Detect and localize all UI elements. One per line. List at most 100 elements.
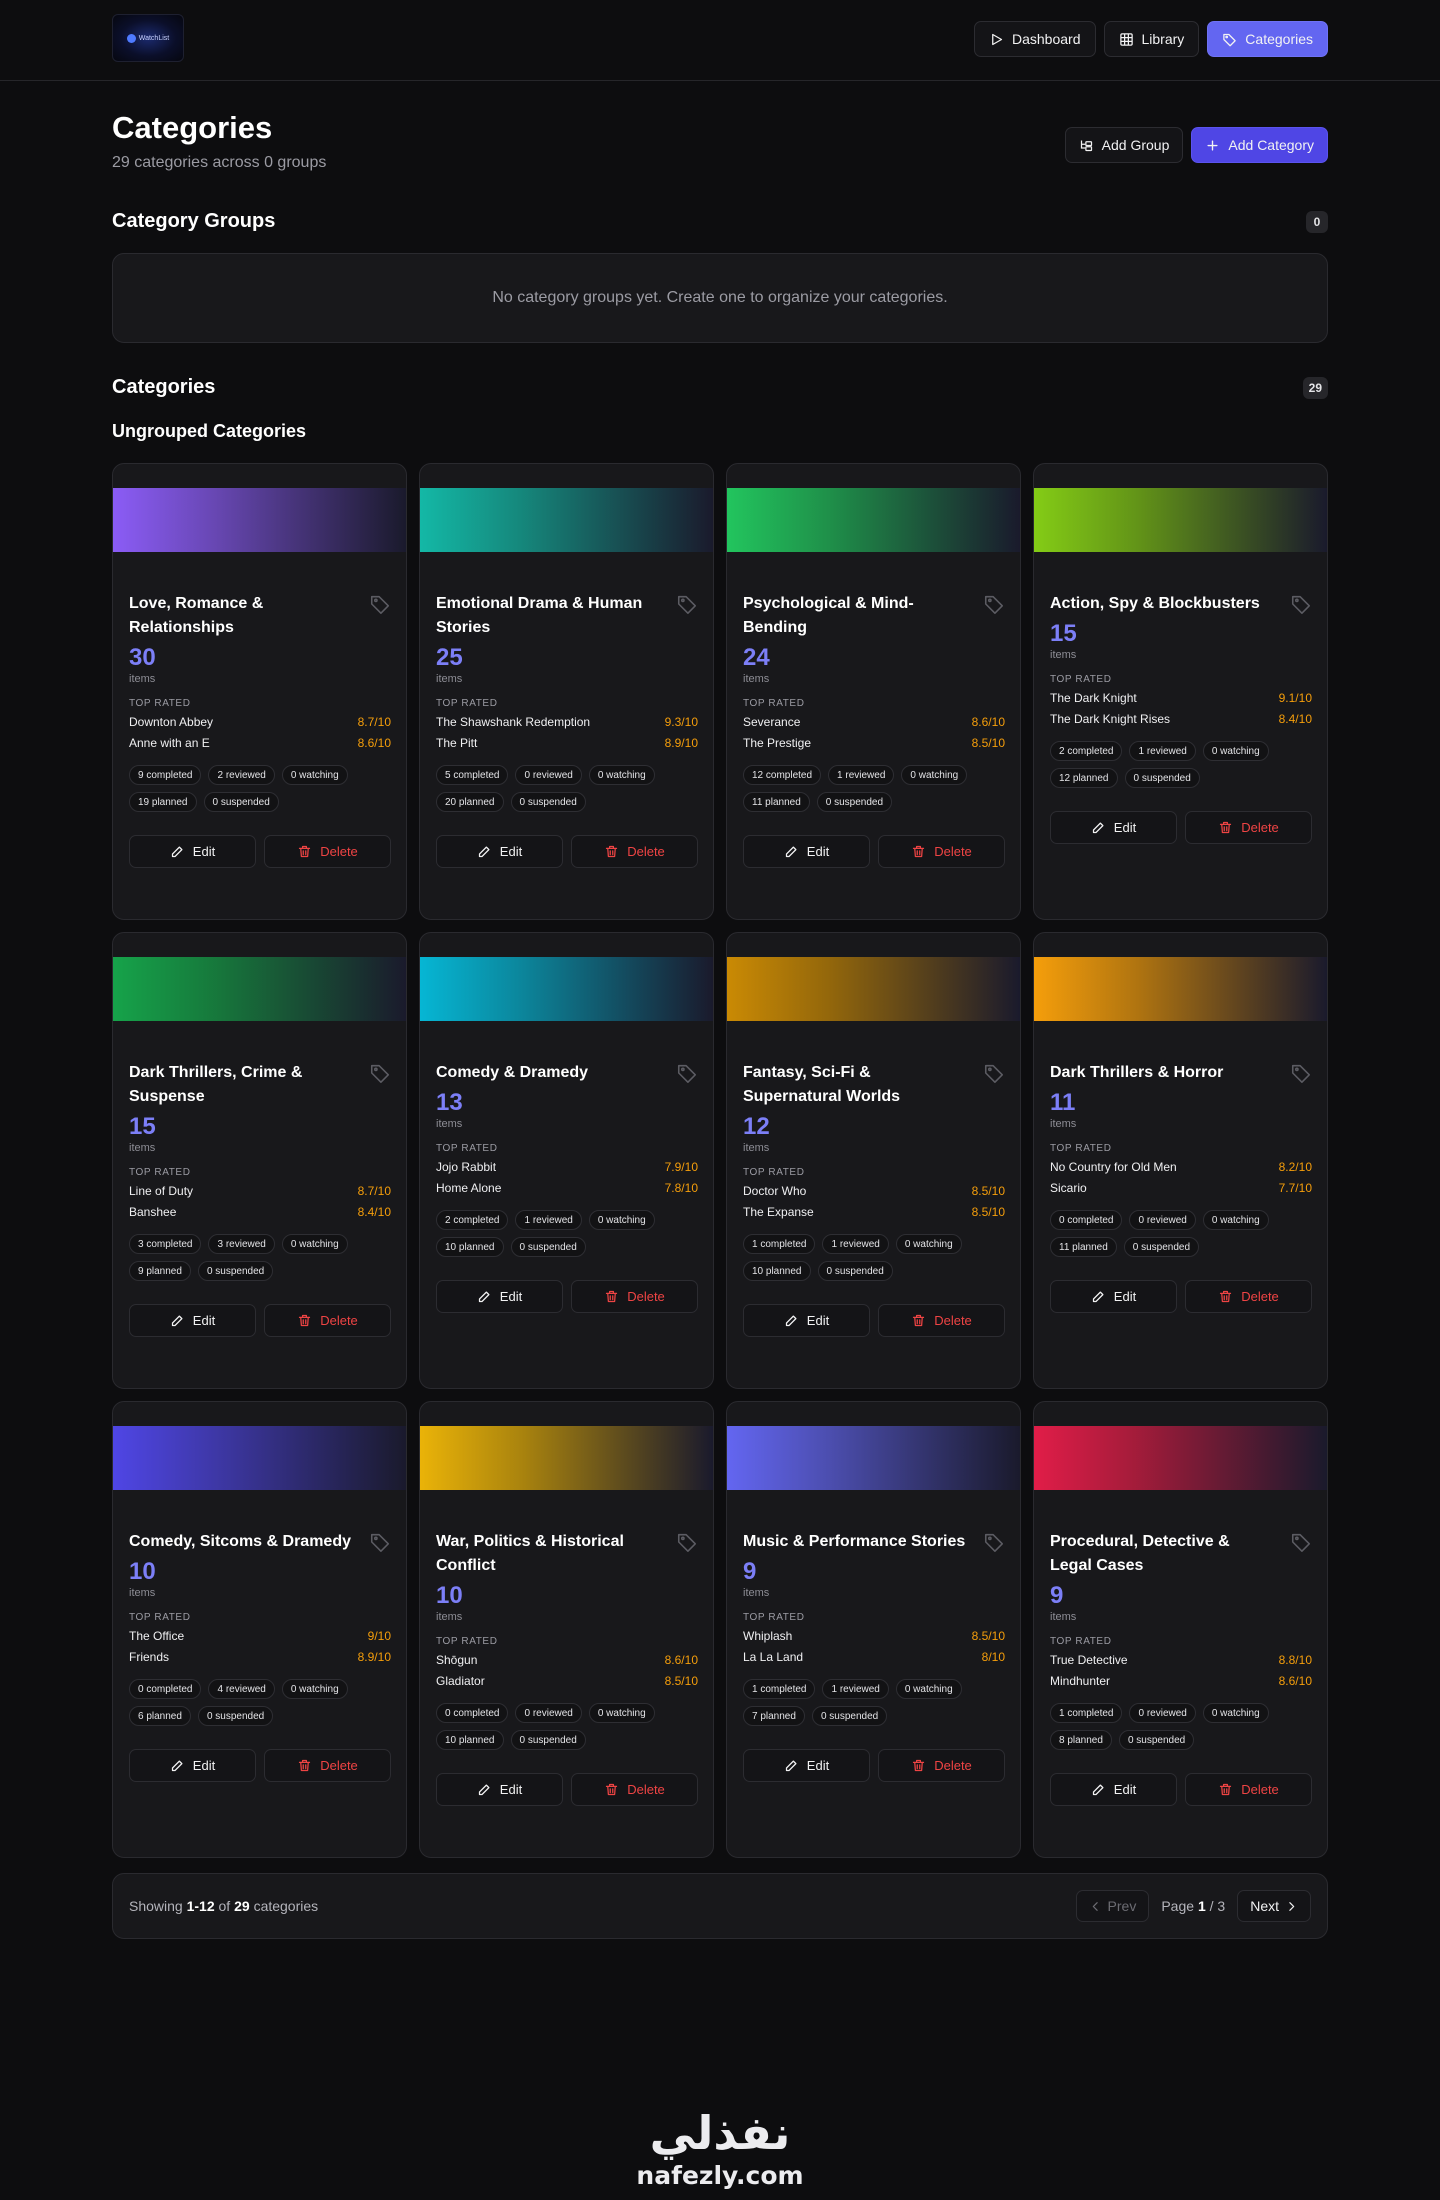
add-category-button[interactable]: Add Category <box>1191 127 1328 163</box>
top-rated-label: TOP RATED <box>1050 674 1112 685</box>
trash-icon <box>297 1758 312 1773</box>
showing-range: 1-12 <box>186 1898 215 1914</box>
trash-icon <box>297 1313 312 1328</box>
nav-dashboard-button[interactable]: Dashboard <box>974 21 1096 57</box>
delete-category-button[interactable]: Delete <box>264 1304 391 1337</box>
category-card[interactable]: Psychological & Mind-Bending 24 items TOP R… <box>726 463 1021 920</box>
delete-category-button[interactable]: Delete <box>1185 1280 1312 1313</box>
page-title: Categories <box>112 110 273 145</box>
nav-library-button[interactable]: Library <box>1103 21 1200 57</box>
category-card[interactable]: Comedy & Dramedy 13 items TOP RATED Jojo Rab… <box>419 932 714 1389</box>
status-badge: 8 planned <box>1050 1730 1112 1750</box>
top-rated-score: 9/10 <box>367 1629 391 1643</box>
card-actions: Edit Delete <box>129 1304 391 1337</box>
category-card[interactable]: Fantasy, Sci-Fi & Supernatural Worlds 12 i… <box>726 932 1021 1389</box>
category-card[interactable]: Love, Romance & Relationships 30 items TOP … <box>112 463 407 920</box>
app-logo[interactable]: WatchList <box>112 14 184 62</box>
trash-icon <box>604 844 619 859</box>
edit-category-button[interactable]: Edit <box>743 835 870 868</box>
delete-label: Delete <box>320 1758 358 1773</box>
top-rated-title: Severance <box>743 715 801 729</box>
top-rated-score: 8.9/10 <box>664 736 698 750</box>
prev-page-button[interactable]: Prev <box>1075 1890 1150 1922</box>
delete-category-button[interactable]: Delete <box>571 835 698 868</box>
tag-icon <box>676 1531 698 1553</box>
delete-category-button[interactable]: Delete <box>264 1749 391 1782</box>
status-badge: 0 completed <box>129 1679 202 1699</box>
status-badge: 19 planned <box>129 792 197 812</box>
edit-label: Edit <box>499 1289 523 1304</box>
ungrouped-categories-title: Ungrouped Categories <box>112 421 307 441</box>
category-card[interactable]: Comedy, Sitcoms & Dramedy 10 items TOP RATE… <box>112 1401 407 1858</box>
delete-category-button[interactable]: Delete <box>264 835 391 868</box>
category-color-banner <box>1034 957 1327 1021</box>
top-rated-row: The Pitt 8.9/10 <box>436 733 698 753</box>
status-stats: 12 completed 1 reviewed 0 watching 11 plann… <box>743 765 1005 812</box>
logo-text: WatchList <box>138 34 170 42</box>
category-item-count: 24 <box>743 644 770 671</box>
status-badge: 0 watching <box>895 1679 962 1699</box>
top-rated-title: The Expanse <box>743 1205 814 1219</box>
category-title: Procedural, Detective & Legal Cases <box>1050 1533 1230 1574</box>
category-title-row: Fantasy, Sci-Fi & Supernatural Worlds <box>743 1061 1005 1109</box>
delete-category-button[interactable]: Delete <box>1185 811 1312 844</box>
status-stats: 9 completed 2 reviewed 0 watching 19 planne… <box>129 765 391 812</box>
category-title: Comedy, Sitcoms & Dramedy <box>129 1533 351 1550</box>
delete-category-button[interactable]: Delete <box>878 1304 1005 1337</box>
add-group-button[interactable]: Add Group <box>1064 127 1184 163</box>
groups-empty-state: No category groups yet. Create one to or… <box>112 253 1328 343</box>
category-card[interactable]: Dark Thrillers & Horror 11 items TOP RATED N… <box>1033 932 1328 1389</box>
tag-icon <box>983 1531 1005 1553</box>
pencil-icon <box>170 844 185 859</box>
category-card[interactable]: Procedural, Detective & Legal Cases 9 item… <box>1033 1401 1328 1858</box>
edit-category-button[interactable]: Edit <box>129 1749 256 1782</box>
category-card[interactable]: War, Politics & Historical Conflict 10 ite… <box>419 1401 714 1858</box>
delete-label: Delete <box>934 844 972 859</box>
edit-category-button[interactable]: Edit <box>743 1304 870 1337</box>
pencil-icon <box>1091 1289 1106 1304</box>
status-badge: 0 watching <box>588 765 655 785</box>
edit-category-button[interactable]: Edit <box>743 1749 870 1782</box>
category-card-body: Love, Romance & Relationships 30 items TOP … <box>129 592 391 868</box>
category-title: Love, Romance & Relationships <box>129 595 264 636</box>
items-label: items <box>1050 1118 1077 1130</box>
status-badge: 12 completed <box>743 765 822 785</box>
edit-category-button[interactable]: Edit <box>1050 811 1177 844</box>
edit-category-button[interactable]: Edit <box>1050 1280 1177 1313</box>
edit-category-button[interactable]: Edit <box>129 835 256 868</box>
category-card-body: Action, Spy & Blockbusters 15 items TOP RAT… <box>1050 592 1312 844</box>
items-label: items <box>129 1587 156 1599</box>
category-title-row: Comedy, Sitcoms & Dramedy <box>129 1530 391 1554</box>
items-label: items <box>436 673 463 685</box>
delete-category-button[interactable]: Delete <box>1185 1773 1312 1806</box>
category-color-banner <box>420 957 713 1021</box>
top-rated-score: 8.7/10 <box>357 1184 391 1198</box>
category-color-banner <box>727 957 1020 1021</box>
category-card[interactable]: Dark Thrillers, Crime & Suspense 15 items T… <box>112 932 407 1389</box>
next-page-button[interactable]: Next <box>1237 1890 1311 1922</box>
edit-category-button[interactable]: Edit <box>129 1304 256 1337</box>
edit-category-button[interactable]: Edit <box>1050 1773 1177 1806</box>
category-card[interactable]: Emotional Drama & Human Stories 25 items TO… <box>419 463 714 920</box>
delete-label: Delete <box>934 1758 972 1773</box>
delete-category-button[interactable]: Delete <box>878 1749 1005 1782</box>
delete-category-button[interactable]: Delete <box>571 1280 698 1313</box>
edit-category-button[interactable]: Edit <box>436 1280 563 1313</box>
top-rated-score: 8.5/10 <box>971 1629 1005 1643</box>
delete-label: Delete <box>1241 820 1279 835</box>
top-rated-row: Severance 8.6/10 <box>743 712 1005 732</box>
delete-label: Delete <box>627 844 665 859</box>
top-rated-score: 8.6/10 <box>1278 1674 1312 1688</box>
delete-category-button[interactable]: Delete <box>571 1773 698 1806</box>
category-card-body: Dark Thrillers, Crime & Suspense 15 items T… <box>129 1061 391 1337</box>
category-card[interactable]: Music & Performance Stories 9 items TOP RAT… <box>726 1401 1021 1858</box>
category-card[interactable]: Action, Spy & Blockbusters 15 items TOP RAT… <box>1033 463 1328 920</box>
edit-category-button[interactable]: Edit <box>436 1773 563 1806</box>
top-rated-score: 8.4/10 <box>1278 712 1312 726</box>
current-page: 1 <box>1197 1898 1206 1914</box>
status-badge: 0 suspended <box>1118 1730 1195 1750</box>
edit-category-button[interactable]: Edit <box>436 835 563 868</box>
tag-icon <box>369 1531 391 1553</box>
nav-categories-button[interactable]: Categories <box>1207 21 1328 57</box>
delete-category-button[interactable]: Delete <box>878 835 1005 868</box>
